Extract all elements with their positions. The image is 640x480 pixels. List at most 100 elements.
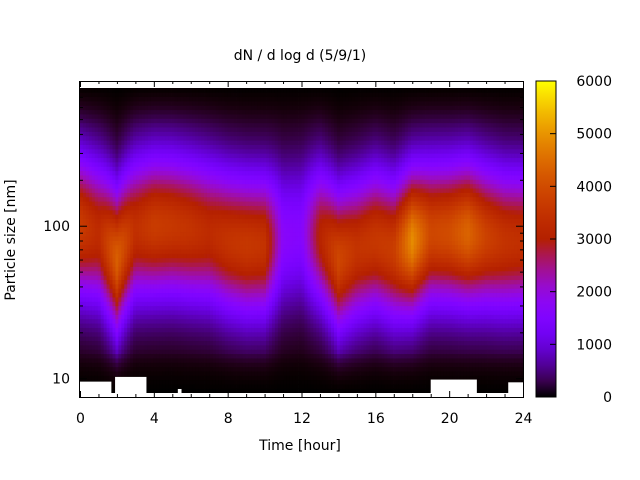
heatmap-cell (221, 279, 226, 285)
heatmap-cell (109, 92, 113, 98)
heatmap-cell (198, 292, 202, 298)
heatmap-cell (124, 179, 128, 185)
heatmap-cell (274, 109, 279, 115)
heatmap-cell (118, 144, 122, 150)
heatmap-cell (147, 205, 152, 211)
heatmap-cell (162, 383, 167, 389)
heatmap-cell (115, 157, 119, 163)
heatmap-cell (248, 309, 252, 315)
heatmap-cell (183, 161, 187, 167)
heatmap-cell (156, 331, 161, 337)
heatmap-cell (269, 161, 273, 167)
heatmap-cell (168, 183, 172, 189)
heatmap-cell (127, 244, 131, 250)
heatmap-cell (192, 327, 196, 333)
heatmap-cell (251, 88, 255, 93)
heatmap-cell (215, 309, 220, 315)
heatmap-cell (97, 187, 102, 193)
heatmap-cell (85, 109, 90, 115)
heatmap-cell (224, 388, 229, 393)
heatmap-cell (236, 357, 240, 363)
heatmap-cell (171, 118, 175, 124)
heatmap-cell (189, 105, 193, 111)
heatmap-cell (186, 214, 190, 220)
heatmap-cell (186, 122, 190, 128)
heatmap-cell (263, 253, 267, 259)
heatmap-cell (254, 353, 258, 359)
heatmap-cell (280, 283, 285, 289)
heatmap-cell (277, 336, 282, 342)
heatmap-cell (283, 322, 288, 328)
heatmap-cell (206, 196, 211, 202)
heatmap-cell (283, 279, 288, 285)
heatmap-cell (239, 183, 243, 189)
heatmap-cell (130, 200, 134, 206)
heatmap-cell (144, 248, 149, 254)
heatmap-cell (165, 327, 169, 333)
heatmap-cell (280, 118, 285, 124)
heatmap-cell (97, 157, 102, 163)
heatmap-cell (266, 170, 270, 176)
heatmap-cell (130, 340, 134, 346)
heatmap-cell (260, 370, 264, 376)
heatmap-cell (204, 209, 208, 215)
heatmap-cell (171, 279, 175, 285)
heatmap-cell (201, 166, 205, 172)
heatmap-cell (269, 261, 273, 267)
heatmap-cell (195, 196, 199, 202)
heatmap-cell (204, 109, 208, 115)
heatmap-cell (130, 266, 134, 272)
heatmap-cell (124, 214, 128, 220)
heatmap-cell (183, 148, 187, 154)
heatmap-cell (91, 231, 96, 237)
heatmap-cell (286, 301, 291, 307)
heatmap-cell (218, 227, 223, 233)
heatmap-cell (106, 275, 110, 281)
heatmap-cell (174, 275, 178, 281)
heatmap-cell (227, 301, 232, 307)
heatmap-cell (227, 314, 232, 320)
heatmap-cell (171, 253, 175, 259)
heatmap-cell (165, 357, 169, 363)
heatmap-cell (168, 357, 172, 363)
heatmap-cell (162, 139, 167, 145)
heatmap-cell (248, 270, 252, 276)
heatmap-cell (186, 253, 190, 259)
heatmap-cell (159, 231, 164, 237)
heatmap-cell (271, 105, 276, 111)
heatmap-cell (100, 314, 105, 320)
heatmap-cell (85, 131, 90, 137)
heatmap-cell (277, 179, 282, 185)
heatmap-cell (177, 174, 181, 180)
heatmap-cell (283, 366, 288, 372)
heatmap-cell (254, 227, 258, 233)
heatmap-cell (233, 357, 237, 363)
heatmap-cell (88, 340, 93, 346)
heatmap-cell (150, 331, 155, 337)
heatmap-cell (277, 266, 282, 272)
heatmap-cell (139, 200, 143, 206)
heatmap-cell (209, 96, 214, 102)
heatmap-cell (124, 109, 128, 115)
heatmap-cell (162, 205, 167, 211)
heatmap-cell (254, 196, 258, 202)
heatmap-cell (206, 375, 211, 381)
heatmap-cell (192, 379, 196, 385)
heatmap-cell (144, 161, 149, 167)
heatmap-cell (195, 253, 199, 259)
heatmap-cell (91, 253, 96, 259)
heatmap-cell (201, 235, 205, 241)
heatmap-cell (221, 118, 226, 124)
heatmap-cell (192, 157, 196, 163)
heatmap-cell (127, 187, 131, 193)
heatmap-cell (269, 375, 273, 381)
heatmap-cell (156, 100, 161, 106)
heatmap-cell (127, 305, 131, 311)
heatmap-cell (286, 240, 291, 246)
heatmap-cell (195, 244, 199, 250)
heatmap-cell (147, 292, 152, 298)
heatmap-cell (189, 275, 193, 281)
heatmap-cell (206, 257, 211, 263)
heatmap-cell (206, 113, 211, 119)
heatmap-cell (177, 309, 181, 315)
